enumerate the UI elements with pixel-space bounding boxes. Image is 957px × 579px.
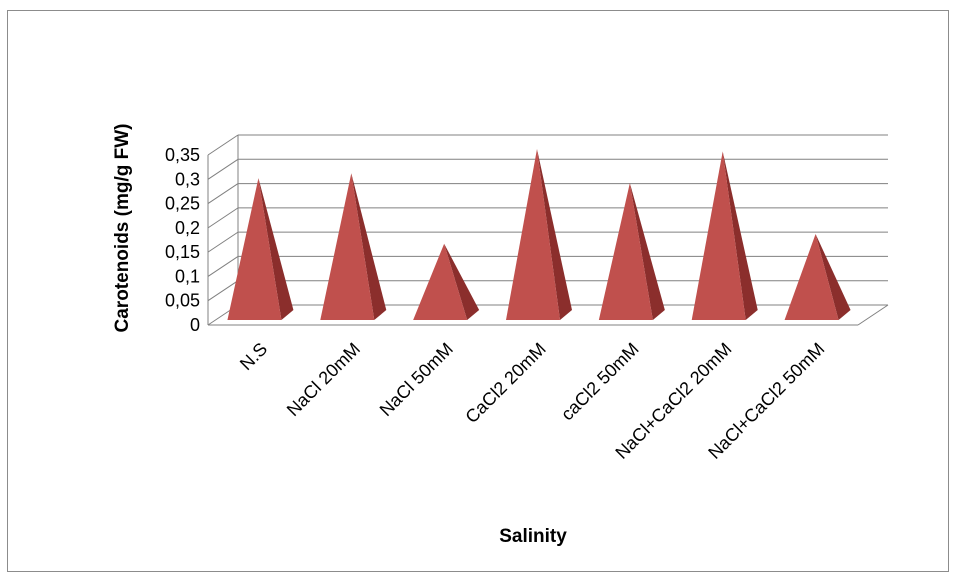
x-category-labels: N.S NaCl 20mM NaCl 50mM CaCl2 20mM caCl2 50m… (236, 339, 829, 463)
pyramid-front (784, 234, 839, 320)
gridline-side (207, 280, 239, 302)
gridline-side (207, 134, 239, 156)
y-tick-label: 0,05 (165, 291, 200, 311)
pyramid-side (444, 243, 480, 320)
pyramid-side (815, 234, 851, 320)
pyramid-front (506, 149, 560, 320)
pyramid-bar (506, 149, 572, 320)
pyramid-bar (784, 234, 851, 320)
y-tick-label: 0,3 (175, 169, 200, 189)
x-category-label: CaCl2 20mM (461, 339, 549, 427)
x-category-label: N.S (236, 339, 271, 374)
gridline-side (207, 183, 239, 204)
x-category-label: NaCl 20mM (283, 339, 364, 420)
pyramid-bar (227, 178, 294, 320)
y-tick-label: 0,2 (175, 218, 200, 238)
y-axis-title: Carotenoids (mg/g FW) (112, 124, 133, 333)
x-axis-title: Salinity (499, 526, 567, 547)
gridline-side (207, 158, 239, 180)
pyramid-front (320, 173, 375, 320)
pyramid-side (722, 151, 758, 320)
y-tick-label: 0 (190, 315, 200, 335)
pyramid-bar (413, 243, 480, 320)
x-category-label: caCl2 50mM (557, 339, 643, 425)
y-tick-label: 0,15 (165, 242, 200, 262)
y-tick-labels: 0 0,05 0,1 0,15 0,2 0,25 0,3 0,35 (165, 145, 200, 335)
gridline-side (207, 256, 239, 277)
x-category-label: NaCl 50mM (376, 339, 457, 420)
pyramid-front (598, 183, 653, 320)
pyramid-bar (598, 183, 665, 320)
y-tick-label: 0,35 (165, 145, 200, 165)
pyramid-side (537, 149, 572, 320)
chart-frame (7, 10, 949, 572)
pyramid-bar (320, 173, 387, 320)
pyramid-bars (227, 149, 851, 320)
pyramid-side (351, 173, 387, 320)
gridline-side (207, 207, 239, 229)
pyramid-front (413, 243, 468, 320)
pyramid-front (691, 151, 746, 320)
pyramid-bar (691, 151, 758, 320)
pyramid-side (258, 178, 294, 320)
pyramid-front (227, 178, 282, 320)
gridline-side (207, 231, 239, 253)
pyramid-side (629, 183, 665, 320)
y-tick-label: 0,25 (165, 194, 200, 214)
floor-edge (857, 304, 889, 326)
y-tick-label: 0,1 (175, 266, 200, 286)
